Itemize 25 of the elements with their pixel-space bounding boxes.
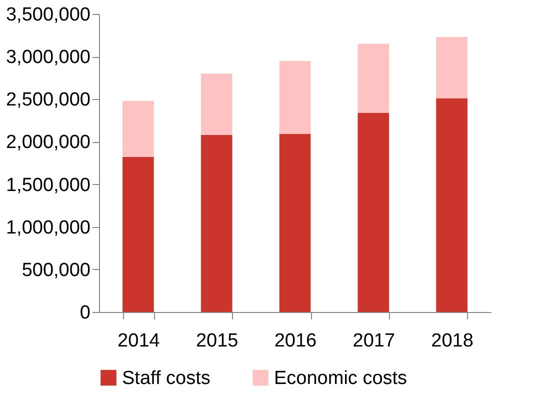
legend-label: Economic costs — [274, 368, 408, 389]
bar — [279, 60, 311, 134]
bar — [436, 36, 468, 98]
bar — [358, 44, 390, 113]
y-tick-label: 1,500,000 — [6, 174, 90, 196]
x-tick-label: 2017 — [352, 330, 396, 352]
x-tick-label: 2018 — [431, 330, 474, 352]
legend-label: Staff costs — [122, 368, 210, 389]
bar — [436, 98, 468, 312]
bar — [122, 157, 154, 312]
bar — [358, 112, 390, 312]
y-tick-label: 500,000 — [22, 260, 90, 281]
y-tick-label: 1,000,000 — [6, 217, 90, 238]
y-tick-label: 2,500,000 — [6, 90, 90, 111]
y-tick-label: 3,500,000 — [6, 4, 90, 26]
x-tick-label: 2014 — [118, 330, 160, 352]
x-tick-label: 2015 — [196, 330, 238, 352]
bar — [279, 134, 311, 312]
y-tick-label: 2,000,000 — [6, 132, 90, 154]
bar — [200, 134, 232, 312]
bar — [122, 100, 154, 158]
y-tick-label: 3,000,000 — [6, 47, 90, 68]
bar — [200, 74, 232, 135]
x-tick-label: 2016 — [274, 330, 317, 352]
y-tick-label: 0 — [80, 302, 90, 324]
